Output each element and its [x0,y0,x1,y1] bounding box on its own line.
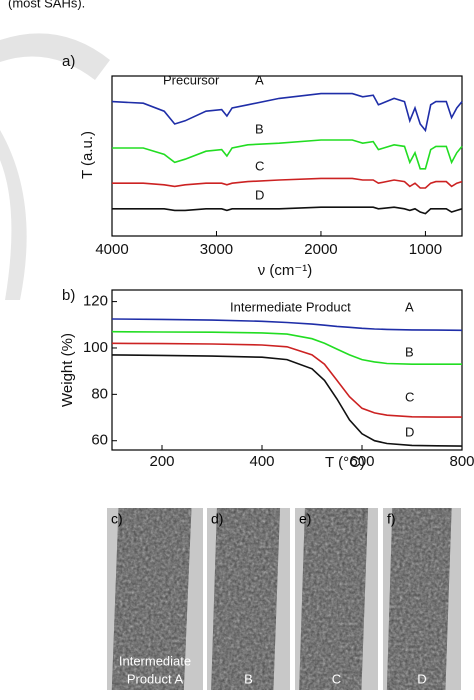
series-label: A [405,299,414,314]
series-label: B [255,121,264,136]
plot-frame [111,75,463,237]
image-label: e) [299,511,311,527]
series-line [111,92,463,133]
series-label: D [405,424,414,439]
nanotube-texture [211,508,281,690]
series-label: C [255,158,264,173]
annotation: Intermediate Product [230,299,351,314]
nanotube-texture [111,508,192,690]
x-tick-label: 2000 [304,241,337,258]
image-caption: Intermediate [119,653,191,668]
series-label: A [255,72,264,87]
tem-image: c) Intermediate Product A [107,508,203,690]
x-tick-label: 800 [449,453,474,470]
panel-label: a) [62,53,75,70]
tem-image: e) C [295,508,378,690]
x-tick-label: 200 [149,453,174,470]
x-tick-label: 3000 [200,241,233,258]
series-line [112,139,463,170]
watermark [0,130,27,300]
x-tick-label: 4000 [95,241,128,258]
image-caption: Product A [127,671,184,686]
image-caption: D [417,671,426,686]
y-tick-label: 60 [91,432,108,449]
y-tick-label: 100 [83,339,108,356]
image-caption: B [244,671,253,686]
image-label: c) [111,511,123,527]
series-line [111,342,462,418]
tem-image: d) B [207,508,290,690]
y-tick-label: 120 [83,293,108,310]
image-caption: C [332,671,341,686]
panel-label: b) [62,287,75,304]
series-label: B [405,344,414,359]
caption-fragment: (most SAHs). [8,0,85,10]
x-axis-label: ν (cm⁻¹) [258,262,313,279]
x-axis-label: T (°C) [325,454,365,471]
series-line [112,206,463,215]
series-line [111,318,463,332]
series-label: D [255,187,264,202]
series-label: C [405,389,414,404]
image-label: f) [387,511,396,527]
series-line [111,354,463,447]
tem-image: f) D [383,508,461,690]
image-label: d) [211,511,223,527]
x-tick-label: 1000 [409,241,442,258]
series-line [112,177,463,189]
annotation: Precursor [163,72,220,87]
y-axis-label: Weight (%) [59,333,76,407]
y-tick-label: 80 [91,385,108,402]
nanotube-texture [386,508,452,690]
nanotube-texture [299,508,369,690]
x-tick-label: 400 [249,453,274,470]
plot-frame [111,289,463,451]
y-axis-label: T (a.u.) [79,131,96,179]
series-line [111,330,462,365]
x-tick-label: 600 [349,453,374,470]
watermark [0,33,110,80]
